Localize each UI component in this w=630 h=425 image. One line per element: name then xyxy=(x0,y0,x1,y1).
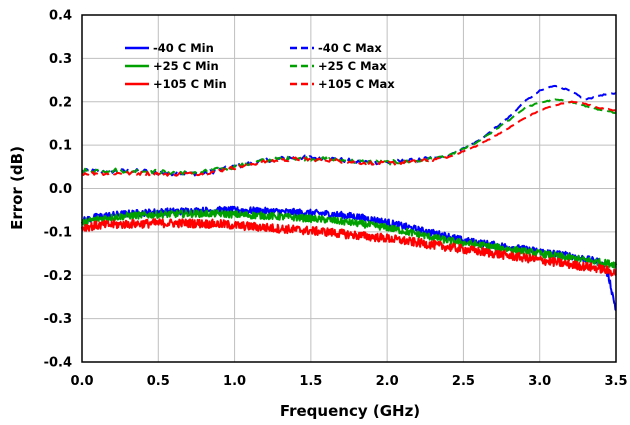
x-tick-label: 2.0 xyxy=(376,374,399,389)
series-line-25-c-max xyxy=(81,98,617,176)
legend-label: +25 C Min xyxy=(153,59,219,73)
series-layer xyxy=(81,84,617,311)
y-tick-label: -0.3 xyxy=(44,312,72,327)
grid xyxy=(82,15,616,362)
x-tick-label: 3.5 xyxy=(604,374,627,389)
x-tick-label: 3.0 xyxy=(528,374,551,389)
y-tick-label: 0.2 xyxy=(49,95,72,110)
y-tick-label: -0.1 xyxy=(44,225,72,240)
y-tick-label: -0.4 xyxy=(44,356,72,371)
tick-labels: 0.0 0.5 1.0 1.5 2.0 2.5 3.0 3.5 0.4 0.3 0.2 0.1 0.0 -… xyxy=(44,9,628,390)
y-axis-title: Error (dB) xyxy=(8,146,26,230)
y-tick-label: 0.3 xyxy=(49,52,72,67)
legend-label: +25 C Max xyxy=(318,59,387,73)
x-axis-title: Frequency (GHz) xyxy=(280,402,420,420)
series-line-105-c-max xyxy=(81,100,617,177)
x-tick-label: 0.0 xyxy=(70,374,93,389)
legend: -40 C Min +25 C Min +105 C Min -40 C Max +25… xyxy=(125,41,395,91)
legend-label: +105 C Min xyxy=(153,77,227,91)
x-tick-label: 1.5 xyxy=(299,374,322,389)
legend-label: -40 C Min xyxy=(153,41,214,55)
legend-label: +105 C Max xyxy=(318,77,395,91)
legend-label: -40 C Max xyxy=(318,41,382,55)
x-tick-label: 1.0 xyxy=(223,374,246,389)
y-tick-label: -0.2 xyxy=(44,269,72,284)
series-line-25-c-min xyxy=(81,209,617,269)
y-tick-label: 0.1 xyxy=(49,139,72,154)
x-tick-label: 2.5 xyxy=(452,374,475,389)
y-tick-label: 0.0 xyxy=(49,182,72,197)
y-tick-label: 0.4 xyxy=(49,9,72,24)
x-tick-label: 0.5 xyxy=(147,374,170,389)
series-line-105-c-min xyxy=(81,218,617,277)
plot-frame xyxy=(81,14,617,363)
